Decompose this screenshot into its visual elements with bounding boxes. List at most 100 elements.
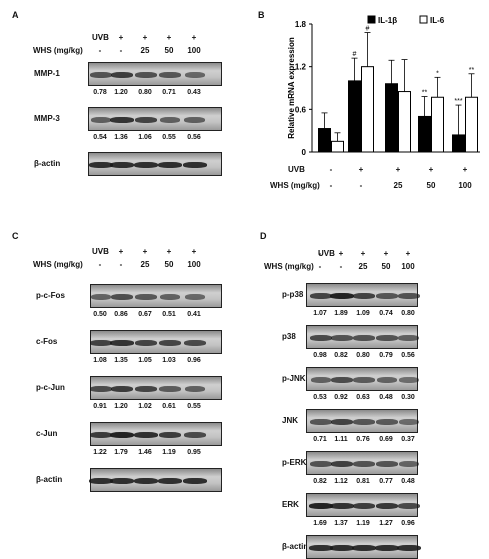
blot-label-p-p38: p-p38 (282, 290, 304, 299)
quant-value-erk-3: 1.27 (379, 520, 393, 527)
quant-value-mmp-3-1: 1.36 (114, 134, 128, 141)
uvb-cond-1: + (358, 165, 364, 174)
blot-label-p-c-fos: p-c-Fos (36, 291, 65, 300)
y-axis-label: Relative mRNA expression (287, 37, 296, 139)
quant-value-mmp-1-2: 0.80 (138, 89, 152, 96)
bar-il1b-2 (385, 83, 398, 153)
quant-value-p-c-jun-2: 1.02 (138, 403, 152, 410)
quant-value-mmp-1-1: 1.20 (114, 89, 128, 96)
uvb-cond-3: + (166, 247, 172, 256)
uvb-cond-4: + (462, 165, 468, 174)
blot-label-p-erk: p-ERK (282, 458, 307, 467)
band-p-c-jun-4 (184, 386, 206, 392)
significance-mark-4: *** (454, 98, 462, 105)
band-c-fos-3 (158, 340, 182, 346)
significance-mark-0: # (353, 51, 357, 58)
significance-mark-2: ** (422, 90, 428, 97)
band--actin-4 (397, 545, 421, 551)
uvb-cond-2: + (142, 33, 148, 42)
whs-cond-4: 100 (401, 262, 415, 271)
band-p-c-fos-1 (111, 294, 133, 300)
band--actin-4 (183, 162, 207, 168)
whs-cond-2: 25 (358, 262, 368, 271)
quant-value-c-jun-3: 1.19 (162, 449, 176, 456)
band-p-jnk-2 (353, 377, 375, 383)
quant-value-mmp-3-2: 1.06 (138, 134, 152, 141)
band-mmp-1-2 (135, 72, 157, 78)
blot-strip--actin (89, 468, 222, 492)
y-tick-label-2: 1.2 (295, 63, 307, 72)
quant-value-p-c-fos-2: 0.67 (138, 311, 152, 318)
band-c-jun-4 (183, 432, 207, 438)
uvb-label: UVB (318, 249, 335, 258)
quant-value-p38-1: 0.82 (334, 352, 348, 359)
blot-label-p-jnk: p-JNK (282, 374, 306, 383)
band-p-p38-4 (398, 293, 420, 299)
bar-il6-1 (361, 66, 374, 153)
quant-value-p-p38-2: 1.09 (356, 310, 370, 317)
quant-value-p-jnk-1: 0.92 (334, 394, 348, 401)
band-p-jnk-1 (331, 377, 353, 383)
y-tick-label-3: 1.8 (295, 20, 307, 29)
quant-value-p-jnk-3: 0.48 (379, 394, 393, 401)
band-p-erk-1 (330, 461, 354, 467)
band-mmp-3-2 (134, 117, 158, 123)
uvb-cond-0: - (98, 247, 102, 256)
uvb-cond-1: + (118, 33, 124, 42)
quant-value-c-jun-2: 1.46 (138, 449, 152, 456)
legend-label-0: IL-1β (378, 16, 397, 25)
blot-strip-p-c-jun (90, 376, 222, 400)
uvb-cond-4: + (191, 33, 197, 42)
band-jnk-3 (376, 419, 398, 425)
band-erk-4 (397, 503, 421, 509)
quant-value-c-fos-1: 1.35 (114, 357, 128, 364)
whs-cond-1: - (119, 46, 123, 55)
uvb-cond-2: + (360, 249, 366, 258)
quant-value-p-c-fos-0: 0.50 (93, 311, 107, 318)
uvb-cond-0: - (318, 249, 322, 258)
band--actin-2 (352, 545, 376, 551)
quant-value-mmp-3-4: 0.56 (187, 134, 201, 141)
quant-value-mmp-1-0: 0.78 (93, 89, 107, 96)
blot-strip--actin (88, 152, 222, 176)
uvb-cond-1: + (118, 247, 124, 256)
quant-value-erk-2: 1.19 (356, 520, 370, 527)
band-p38-2 (353, 335, 375, 341)
blot-strip--actin (306, 535, 421, 559)
uvb-cond-4: + (191, 247, 197, 256)
blot-label-mmp-3: MMP-3 (34, 114, 60, 123)
band-c-fos-0 (89, 340, 113, 346)
uvb-cond-1: + (338, 249, 344, 258)
band-c-jun-0 (89, 432, 113, 438)
band-p38-1 (331, 335, 353, 341)
blot-strip-p38 (306, 325, 420, 349)
whs-cond-2: 25 (140, 46, 150, 55)
quant-value-c-fos-3: 1.03 (162, 357, 176, 364)
band-p-p38-0 (309, 293, 333, 299)
band-p-p38-2 (352, 293, 376, 299)
bar-il6-0 (331, 140, 344, 153)
band--actin-3 (158, 162, 182, 168)
bar-il1b-4 (452, 134, 465, 153)
band--actin-1 (330, 545, 354, 551)
band-p-c-fos-4 (184, 294, 206, 300)
band-mmp-3-0 (90, 117, 112, 123)
quant-value-p-c-jun-4: 0.55 (187, 403, 201, 410)
quant-value-c-fos-0: 1.08 (93, 357, 107, 364)
bar-il6-4 (465, 96, 478, 153)
quant-value-p38-3: 0.79 (379, 352, 393, 359)
band-c-fos-1 (110, 340, 134, 346)
y-tick-label-1: 0.6 (295, 105, 307, 114)
quant-value-p-jnk-0: 0.53 (313, 394, 327, 401)
band-mmp-3-1 (110, 117, 134, 123)
whs-cond-3: 50 (426, 181, 436, 190)
quant-value-p-jnk-4: 0.30 (401, 394, 415, 401)
uvb-label: UVB (92, 33, 109, 42)
band-p-c-fos-0 (90, 294, 112, 300)
quant-value-p38-4: 0.56 (401, 352, 415, 359)
whs-cond-4: 100 (187, 260, 201, 269)
band-p38-4 (398, 335, 420, 341)
band-p-p38-3 (376, 293, 398, 299)
uvb-label: UVB (92, 247, 109, 256)
quant-value-p38-2: 0.80 (356, 352, 370, 359)
